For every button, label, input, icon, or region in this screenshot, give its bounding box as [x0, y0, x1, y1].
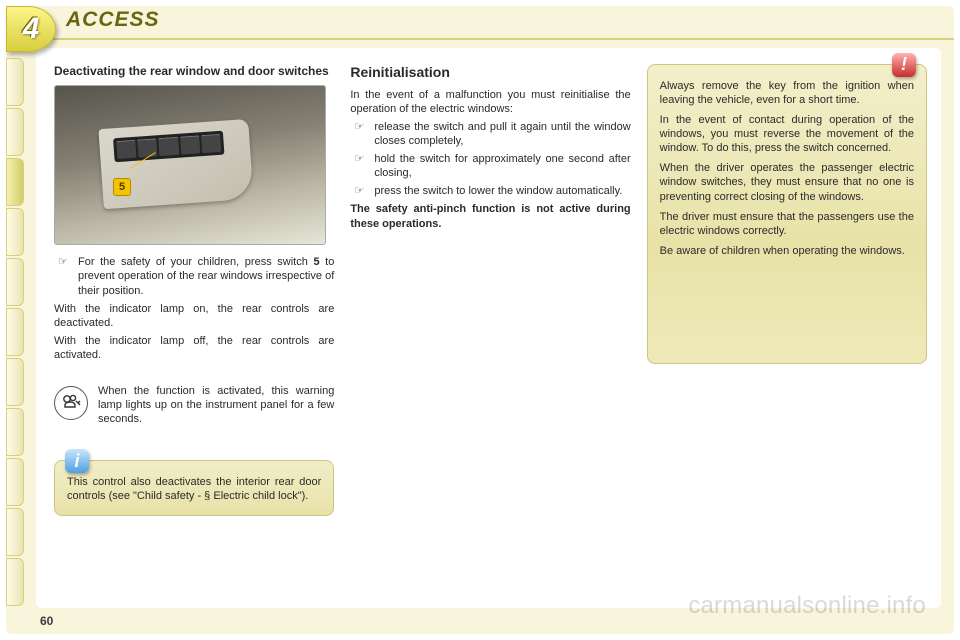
- page-title: ACCESS: [66, 8, 160, 32]
- side-tab: [6, 358, 24, 406]
- content-area: Deactivating the rear window and door sw…: [36, 48, 941, 608]
- safety-note: The safety anti-pinch function is not ac…: [350, 202, 630, 230]
- warning-paragraph: Always remove the key from the ignition …: [660, 79, 914, 107]
- bullet-text: hold the switch for approximately one se…: [374, 152, 630, 180]
- bullet-text: For the safety of your children, press s…: [78, 255, 334, 297]
- paragraph: In the event of a malfunction you must r…: [350, 88, 630, 116]
- switch-strip: [113, 131, 224, 163]
- paragraph: With the indicator lamp off, the rear co…: [54, 334, 334, 362]
- warning-paragraph: The driver must ensure that the passenge…: [660, 210, 914, 238]
- chapter-badge: 4: [6, 6, 56, 52]
- warning-badge-icon: !: [892, 53, 916, 77]
- pointer-icon: ☞: [58, 255, 70, 297]
- warning-paragraph: Be aware of children when operating the …: [660, 244, 914, 258]
- chapter-number: 4: [23, 12, 40, 46]
- side-tab: [6, 508, 24, 556]
- column-right: ! Always remove the key from the ignitio…: [647, 64, 927, 598]
- watermark-text: carmanualsonline.info: [688, 592, 926, 620]
- side-tab: [6, 558, 24, 606]
- icon-note-block: When the function is activated, this war…: [54, 384, 334, 426]
- bullet-text: press the switch to lower the window aut…: [374, 184, 622, 198]
- bullet-item: ☞ press the switch to lower the window a…: [354, 184, 630, 198]
- info-box-text: This control also deactivates the interi…: [67, 475, 321, 503]
- manual-page: 4 ACCESS Deactivating the rear window an…: [6, 6, 954, 634]
- pointer-icon: ☞: [354, 152, 366, 180]
- side-tab: [6, 408, 24, 456]
- warning-paragraph: In the event of contact during operation…: [660, 113, 914, 155]
- window-switch: [137, 139, 157, 158]
- bullet-item: ☞ For the safety of your children, press…: [58, 255, 334, 297]
- section-tabs: [6, 58, 24, 606]
- bullet-text: release the switch and pull it again unt…: [374, 120, 630, 148]
- side-tab: [6, 458, 24, 506]
- window-switch: [201, 134, 221, 153]
- side-tab: [6, 258, 24, 306]
- pointer-icon: ☞: [354, 184, 366, 198]
- col2-heading: Reinitialisation: [350, 64, 630, 82]
- side-tab: [6, 58, 24, 106]
- side-tab: [6, 308, 24, 356]
- window-switch: [116, 140, 136, 159]
- child-key-icon: [59, 391, 83, 415]
- warning-paragraph: When the driver operates the passenger e…: [660, 161, 914, 203]
- side-tab: [6, 208, 24, 256]
- side-tab: [6, 108, 24, 156]
- col1-heading: Deactivating the rear window and door sw…: [54, 64, 334, 79]
- paragraph: With the indicator lamp on, the rear con…: [54, 302, 334, 330]
- page-number: 60: [40, 614, 53, 628]
- window-switch: [180, 136, 200, 155]
- bullet-item: ☞ release the switch and pull it again u…: [354, 120, 630, 148]
- column-left: Deactivating the rear window and door sw…: [54, 64, 334, 598]
- door-switch-photo: 5: [54, 85, 326, 245]
- bullet-item: ☞ hold the switch for approximately one …: [354, 152, 630, 180]
- info-badge-icon: i: [65, 449, 89, 473]
- info-box: i This control also deactivates the inte…: [54, 460, 334, 516]
- side-tab: [6, 158, 24, 206]
- column-middle: Reinitialisation In the event of a malfu…: [350, 64, 630, 598]
- callout-marker-5: 5: [113, 178, 131, 196]
- window-switch: [159, 137, 179, 156]
- pointer-icon: ☞: [354, 120, 366, 148]
- icon-note-text: When the function is activated, this war…: [98, 384, 334, 426]
- warning-box: ! Always remove the key from the ignitio…: [647, 64, 927, 364]
- child-lock-icon: [54, 386, 88, 420]
